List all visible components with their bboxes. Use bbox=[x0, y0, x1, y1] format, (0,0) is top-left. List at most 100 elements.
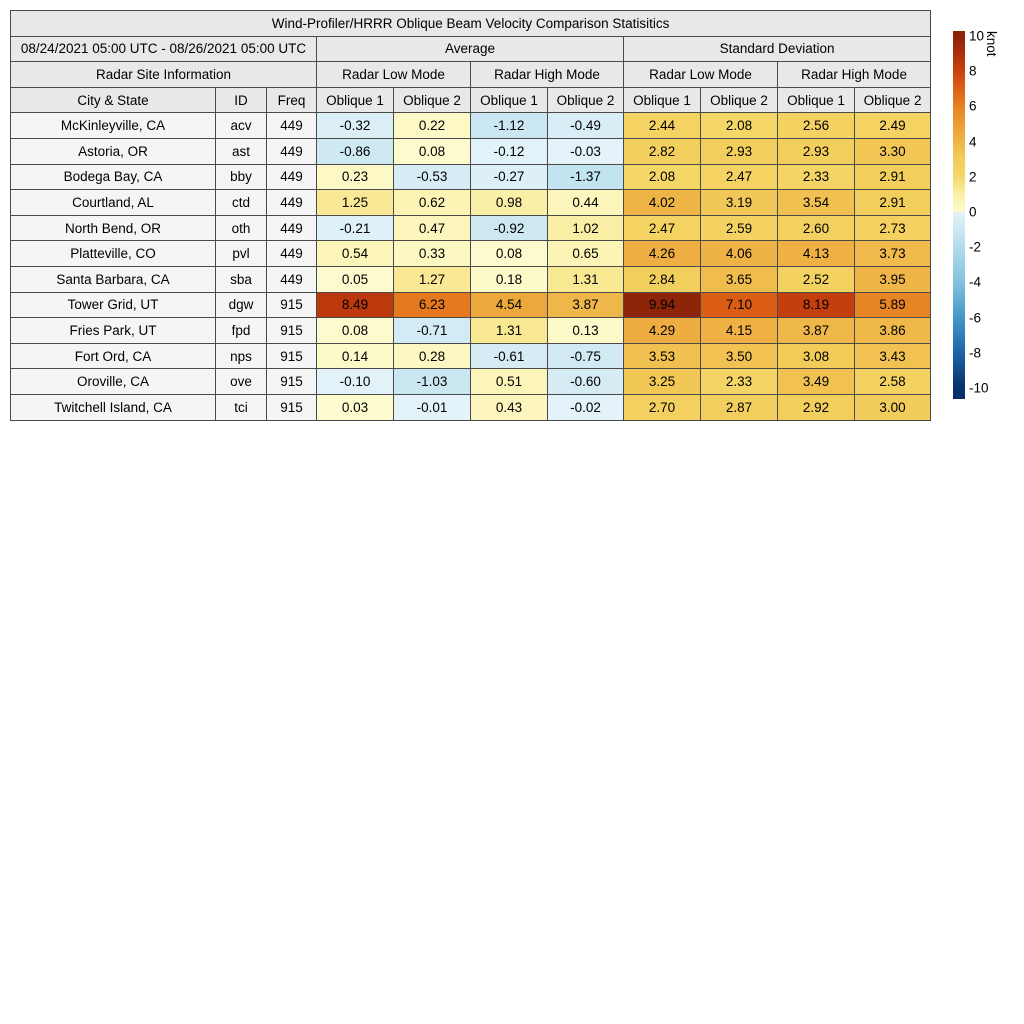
city-cell: Platteville, CO bbox=[10, 240, 216, 267]
value-cell: 0.43 bbox=[470, 393, 548, 421]
value-cell: 2.58 bbox=[853, 368, 932, 395]
value-cell: 2.70 bbox=[623, 393, 701, 421]
value-cell: 0.33 bbox=[393, 240, 471, 267]
col-header-oblique: Oblique 1 bbox=[777, 86, 855, 114]
value-cell: 0.98 bbox=[470, 189, 548, 216]
value-cell: 3.08 bbox=[777, 342, 855, 370]
value-cell: 2.33 bbox=[700, 368, 778, 395]
value-cell: -0.01 bbox=[393, 393, 471, 421]
city-cell: Tower Grid, UT bbox=[10, 291, 216, 319]
city-cell: Fries Park, UT bbox=[10, 317, 216, 344]
section-row: 08/24/2021 05:00 UTC - 08/26/2021 05:00 … bbox=[10, 35, 932, 63]
std-section-header: Standard Deviation bbox=[622, 35, 932, 63]
id-cell: pvl bbox=[215, 240, 267, 267]
title-row: Wind-Profiler/HRRR Oblique Beam Velocity… bbox=[9, 10, 932, 37]
mode-row: Radar Site Information Radar Low Mode Ra… bbox=[10, 61, 932, 88]
colorbar-tick-label: -2 bbox=[969, 239, 982, 255]
value-cell: 4.15 bbox=[700, 317, 778, 344]
value-cell: 3.25 bbox=[623, 368, 701, 395]
table-row: Santa Barbara, CA sba 449 0.05 1.27 0.18 1.31 2… bbox=[10, 265, 932, 293]
value-cell: 0.51 bbox=[470, 368, 548, 395]
col-header-oblique: Oblique 2 bbox=[393, 86, 471, 114]
col-header-id: ID bbox=[215, 86, 267, 114]
city-cell: Astoria, OR bbox=[10, 137, 216, 165]
value-cell: 0.14 bbox=[316, 342, 394, 370]
date-range: 08/24/2021 05:00 UTC - 08/26/2021 05:00 … bbox=[10, 35, 317, 63]
col-header-oblique: Oblique 2 bbox=[700, 86, 778, 114]
freq-cell: 449 bbox=[266, 112, 317, 139]
value-cell: 0.28 bbox=[393, 342, 471, 370]
value-cell: 2.60 bbox=[777, 214, 855, 242]
id-cell: ctd bbox=[215, 189, 267, 216]
colorbar-gradient bbox=[953, 31, 965, 399]
value-cell: 0.05 bbox=[316, 265, 394, 293]
value-cell: 0.08 bbox=[316, 317, 394, 344]
colorbar-tick-label: -4 bbox=[969, 274, 982, 290]
col-header-oblique: Oblique 2 bbox=[547, 86, 624, 114]
freq-cell: 915 bbox=[266, 368, 317, 395]
value-cell: 3.19 bbox=[700, 189, 778, 216]
colorbar-unit-label: knot bbox=[984, 31, 999, 57]
value-cell: -0.12 bbox=[470, 137, 548, 165]
col-header-freq: Freq bbox=[266, 86, 317, 114]
value-cell: -0.10 bbox=[316, 368, 394, 395]
site-info-header: Radar Site Information bbox=[10, 61, 317, 88]
city-cell: Bodega Bay, CA bbox=[10, 163, 216, 191]
value-cell: 3.43 bbox=[853, 342, 932, 370]
freq-cell: 915 bbox=[266, 317, 317, 344]
value-cell: 0.23 bbox=[316, 163, 394, 191]
value-cell: 2.52 bbox=[777, 265, 855, 293]
value-cell: 3.73 bbox=[853, 240, 932, 267]
value-cell: -0.32 bbox=[316, 112, 394, 139]
colorbar-tick-label: 10 bbox=[969, 28, 985, 44]
value-cell: 3.87 bbox=[547, 291, 624, 319]
table-row: Fries Park, UT fpd 915 0.08 -0.71 1.31 0.13 4.2… bbox=[10, 317, 932, 344]
id-cell: nps bbox=[215, 342, 267, 370]
city-cell: Santa Barbara, CA bbox=[10, 265, 216, 293]
table-body: McKinleyville, CA acv 449 -0.32 0.22 -1.12 -0.… bbox=[10, 112, 932, 421]
city-cell: McKinleyville, CA bbox=[10, 112, 216, 139]
figure-title: Wind-Profiler/HRRR Oblique Beam Velocity… bbox=[9, 10, 932, 37]
colorbar-tick-label: 0 bbox=[969, 204, 977, 220]
freq-cell: 449 bbox=[266, 163, 317, 191]
value-cell: 2.84 bbox=[623, 265, 701, 293]
colorbar-tick-label: -6 bbox=[969, 310, 982, 326]
value-cell: 1.25 bbox=[316, 189, 394, 216]
value-cell: 0.22 bbox=[393, 112, 471, 139]
freq-cell: 449 bbox=[266, 265, 317, 293]
city-cell: North Bend, OR bbox=[10, 214, 216, 242]
value-cell: 1.27 bbox=[393, 265, 471, 293]
id-cell: fpd bbox=[215, 317, 267, 344]
id-cell: bby bbox=[215, 163, 267, 191]
value-cell: 8.49 bbox=[316, 291, 394, 319]
col-header-city: City & State bbox=[10, 86, 216, 114]
colorbar-tick-label: 2 bbox=[969, 169, 977, 185]
average-section-header: Average bbox=[316, 35, 624, 63]
value-cell: -0.60 bbox=[547, 368, 624, 395]
value-cell: 0.13 bbox=[547, 317, 624, 344]
col-header-oblique: Oblique 1 bbox=[470, 86, 548, 114]
value-cell: 2.44 bbox=[623, 112, 701, 139]
col-header-oblique: Oblique 1 bbox=[316, 86, 394, 114]
value-cell: 2.49 bbox=[853, 112, 932, 139]
value-cell: 0.03 bbox=[316, 393, 394, 421]
value-cell: 3.53 bbox=[623, 342, 701, 370]
id-cell: tci bbox=[215, 393, 267, 421]
table-row: Platteville, CO pvl 449 0.54 0.33 0.08 0.65 4.2… bbox=[10, 240, 932, 267]
colorbar-tick-label: 4 bbox=[969, 134, 977, 150]
colorbar-tick-label: 8 bbox=[969, 63, 977, 79]
stats-table: Wind-Profiler/HRRR Oblique Beam Velocity… bbox=[9, 10, 932, 421]
freq-cell: 915 bbox=[266, 393, 317, 421]
value-cell: 2.91 bbox=[853, 163, 932, 191]
value-cell: 2.47 bbox=[700, 163, 778, 191]
id-cell: acv bbox=[215, 112, 267, 139]
value-cell: 2.91 bbox=[853, 189, 932, 216]
value-cell: 3.00 bbox=[853, 393, 932, 421]
mode-header-avg-high: Radar High Mode bbox=[470, 61, 624, 88]
table-row: Bodega Bay, CA bby 449 0.23 -0.53 -0.27 -1.37 2… bbox=[10, 163, 932, 191]
value-cell: -0.71 bbox=[393, 317, 471, 344]
freq-cell: 915 bbox=[266, 342, 317, 370]
value-cell: 2.59 bbox=[700, 214, 778, 242]
value-cell: -0.49 bbox=[547, 112, 624, 139]
value-cell: 8.19 bbox=[777, 291, 855, 319]
